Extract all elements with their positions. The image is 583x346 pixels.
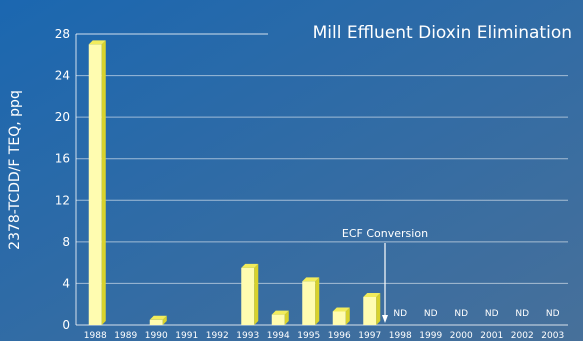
bar-side	[101, 40, 106, 326]
bar-top	[332, 307, 350, 312]
x-tick-label: 1997	[358, 331, 381, 341]
bar-front	[241, 267, 255, 325]
bar	[241, 263, 259, 325]
y-tick-label: 0	[62, 318, 70, 332]
bar-front	[302, 281, 316, 325]
y-tick-label: 4	[62, 276, 70, 290]
bar-top	[271, 310, 289, 315]
annotation: ECF Conversion	[342, 227, 428, 323]
x-tick-label: 1994	[267, 331, 290, 341]
x-tick-label: 1990	[145, 331, 168, 341]
bar-side	[376, 292, 381, 325]
bar-front	[332, 311, 346, 325]
bar-top	[241, 263, 259, 268]
x-tick-label: 1996	[328, 331, 351, 341]
y-axis-ticks: 0 4 8 12 16 20 24 28	[55, 27, 70, 332]
bar-label: ND	[424, 309, 438, 319]
annotation-text: ECF Conversion	[342, 227, 428, 240]
bar-top	[302, 277, 320, 282]
annotation-arrowhead	[382, 315, 388, 323]
bar-side	[254, 263, 259, 325]
bar-front	[88, 44, 102, 326]
x-axis-labels: 1988 1989 1990 1991 1992 1993 1994 1995 1996 1997…	[84, 309, 564, 341]
bar-top	[363, 292, 381, 297]
bar	[302, 277, 320, 325]
bar-side	[315, 277, 320, 325]
x-tick-label: 1998	[389, 331, 412, 341]
y-tick-label: 12	[55, 193, 70, 207]
bar-front	[363, 296, 377, 325]
x-tick-label: 1991	[175, 331, 198, 341]
x-tick-label: 1999	[419, 331, 442, 341]
bar	[271, 310, 289, 325]
bar-label: ND	[546, 309, 560, 319]
bar-side	[284, 310, 289, 325]
y-axis-label: 2378-TCDD/F TEQ, ppq	[7, 90, 23, 250]
bar-label: ND	[454, 309, 468, 319]
x-tick-label: 2000	[450, 331, 473, 341]
x-tick-label: 2003	[541, 331, 564, 341]
bar-side	[345, 307, 350, 325]
x-tick-label: 2001	[480, 331, 503, 341]
chart-title: Mill Effluent Dioxin Elimination	[313, 23, 572, 43]
gridlines	[75, 33, 568, 326]
x-tick-label: 1989	[114, 331, 137, 341]
bar-side	[162, 315, 167, 325]
bars	[88, 40, 381, 326]
y-tick-label: 16	[55, 152, 70, 166]
x-tick-label: 1993	[236, 331, 259, 341]
bar-label: ND	[515, 309, 529, 319]
bar-label: ND	[393, 309, 407, 319]
bar	[149, 315, 167, 325]
x-tick-label: 1988	[84, 331, 107, 341]
x-tick-label: 1995	[297, 331, 320, 341]
bar-front	[271, 314, 285, 325]
y-tick-label: 28	[55, 27, 70, 41]
bar-top	[88, 40, 106, 45]
bar	[88, 40, 106, 326]
y-tick-label: 24	[55, 69, 70, 83]
bar-label: ND	[485, 309, 499, 319]
y-tick-label: 20	[55, 110, 70, 124]
bar	[332, 307, 350, 325]
x-tick-label: 2002	[511, 331, 534, 341]
bar-front	[149, 319, 163, 325]
bar	[363, 292, 381, 325]
y-tick-label: 8	[62, 235, 70, 249]
bar-top	[149, 315, 167, 320]
x-tick-label: 1992	[206, 331, 229, 341]
